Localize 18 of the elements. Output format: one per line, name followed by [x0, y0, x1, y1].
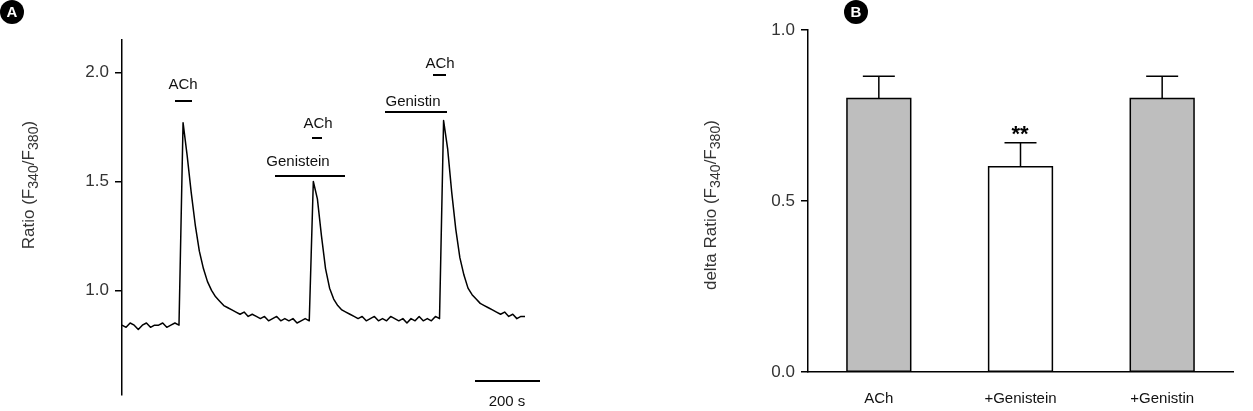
annotation: Genistein — [266, 151, 330, 169]
y-tick-label: 1.0 — [771, 19, 795, 39]
y-tick-label: 0.5 — [771, 190, 795, 210]
annotation: ACh — [303, 113, 333, 131]
annotation: ACh — [168, 74, 198, 92]
y-tick-label: 1.5 — [85, 171, 109, 191]
x-tick-label: +Genistein — [984, 389, 1057, 407]
letter-badge: B — [844, 0, 868, 24]
x-tick-label: +Genistin — [1130, 389, 1195, 407]
y-tick-label: 0.0 — [771, 361, 795, 381]
y-tick-label: 2.0 — [85, 62, 109, 82]
x-tick-label: ACh — [864, 389, 894, 407]
annotation: ACh — [425, 53, 455, 71]
annotation: ** — [1011, 121, 1029, 147]
letter-badge: A — [0, 0, 24, 24]
y-tick-label: 1.0 — [85, 280, 109, 300]
annotation: 200 s — [488, 391, 526, 409]
annotation: Genistin — [385, 91, 441, 109]
